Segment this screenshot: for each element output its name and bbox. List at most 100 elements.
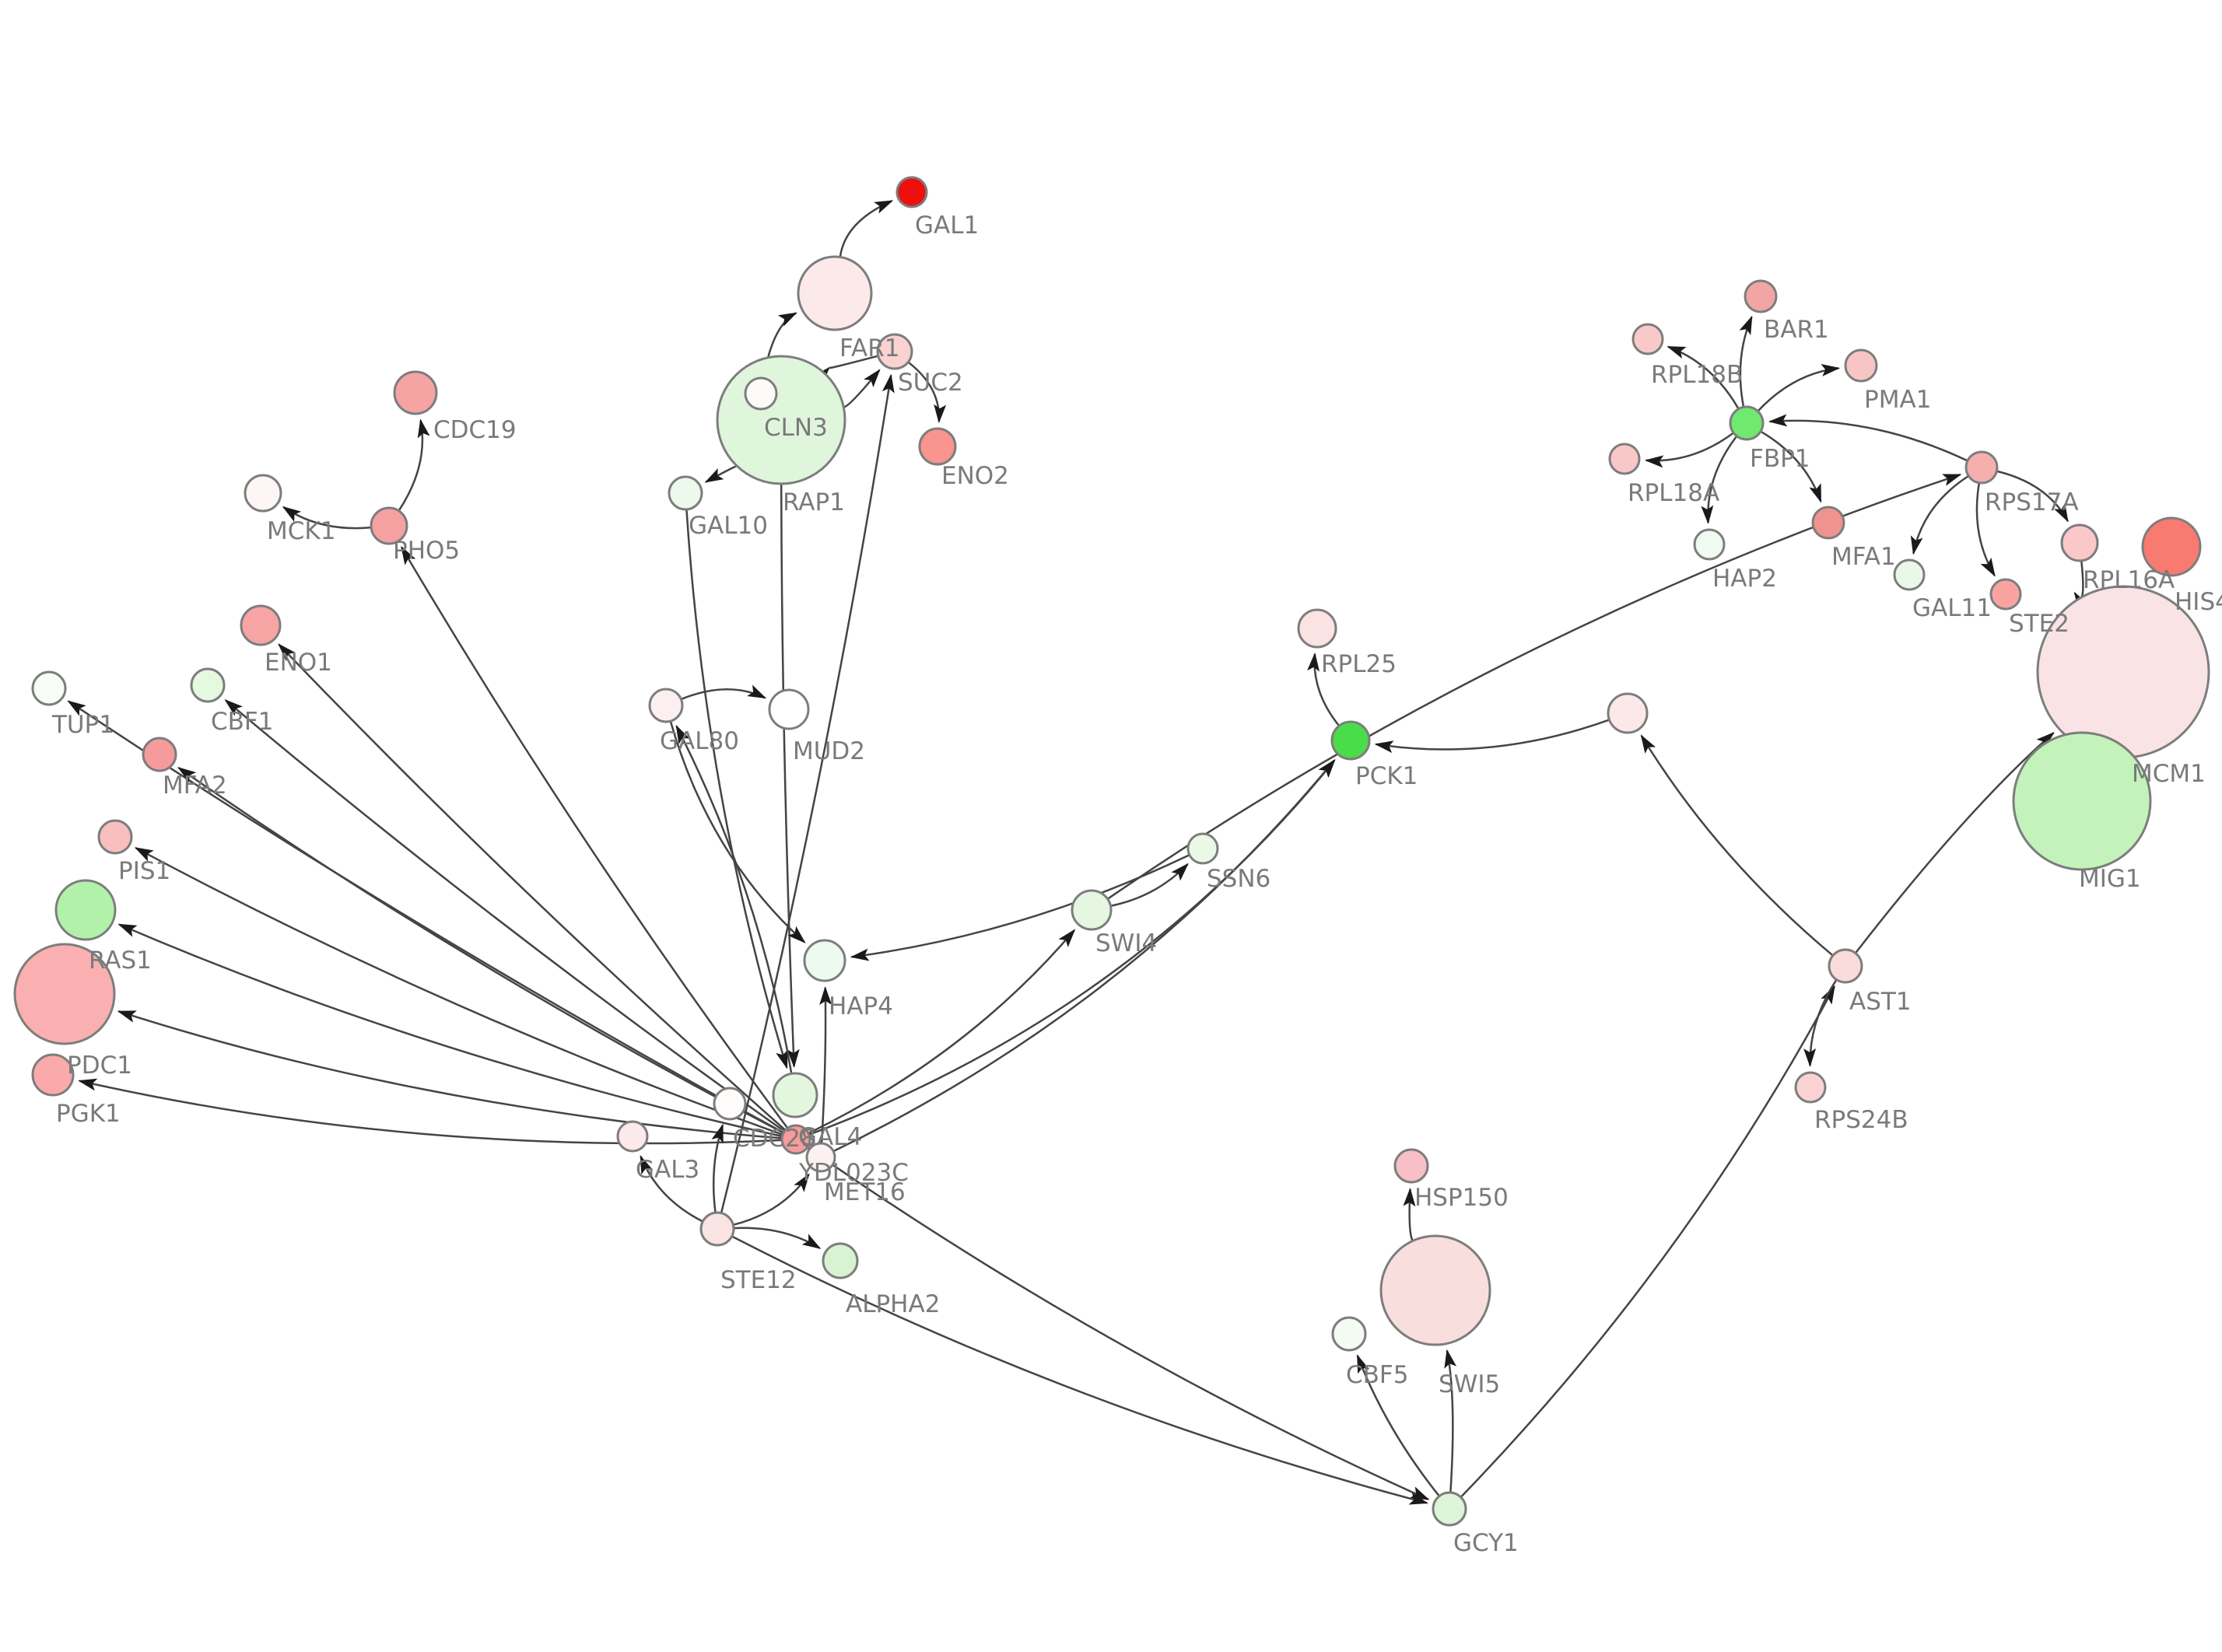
- edge-YDL023C-ENO1[interactable]: [278, 643, 786, 1131]
- edge-STE12-ALPHA2[interactable]: [734, 1227, 822, 1249]
- edge-GAL4-GAL80[interactable]: [675, 724, 793, 1073]
- edge-FBP1-HAP2[interactable]: [1701, 436, 1737, 524]
- node-SWI4[interactable]: [1071, 889, 1113, 931]
- edge-RAP1-GAL4[interactable]: [780, 484, 800, 1068]
- edge-YDL023C-TUP1[interactable]: [67, 700, 783, 1133]
- node-GAL4[interactable]: [772, 1072, 818, 1118]
- edge-YDL023C-PCK1[interactable]: [809, 759, 1336, 1136]
- node-TUP1[interactable]: [31, 670, 67, 706]
- edge-MET16-PCK1[interactable]: [833, 758, 1336, 1152]
- node-SSN6[interactable]: [1186, 832, 1219, 865]
- node-GAL3[interactable]: [616, 1120, 649, 1153]
- node-MET16[interactable]: [805, 1142, 836, 1173]
- edge-AST1-RPS24B[interactable]: [1803, 979, 1838, 1067]
- node-HAP2[interactable]: [1693, 528, 1726, 561]
- node-MFA2[interactable]: [142, 737, 177, 772]
- node-GAL1[interactable]: [895, 176, 928, 208]
- edge-YDL023C-SWI4[interactable]: [808, 929, 1076, 1134]
- edge-YDL023C-RAS1[interactable]: [117, 923, 782, 1138]
- node-MFA1[interactable]: [1811, 506, 1845, 540]
- edge-FAR1-GAL1[interactable]: [839, 200, 894, 257]
- node-HAP4[interactable]: [803, 939, 846, 982]
- edge-STE12-SUC2[interactable]: [720, 373, 895, 1213]
- edge-FBP1-RPL18B[interactable]: [1666, 345, 1740, 409]
- node-RPS17A[interactable]: [1964, 450, 1999, 485]
- edge-RPS17A-RPL16A[interactable]: [1997, 470, 2069, 523]
- edge-YDL023C-PGK1[interactable]: [78, 1078, 782, 1145]
- node-CBF5[interactable]: [1331, 1316, 1367, 1352]
- edge-SUC2-ENO2[interactable]: [908, 362, 947, 424]
- edge-GAL10-GAL4[interactable]: [685, 509, 788, 1069]
- node-FAR1[interactable]: [797, 255, 873, 331]
- node-NODE1[interactable]: [1607, 692, 1649, 734]
- node-PIS1[interactable]: [97, 819, 133, 855]
- edge-MET16-HAP4[interactable]: [819, 986, 832, 1143]
- edge-YDL023C-PHO5[interactable]: [401, 545, 788, 1129]
- node-RPL18B[interactable]: [1631, 323, 1664, 355]
- edge-GCY1-SWI5[interactable]: [1444, 1349, 1457, 1493]
- edge-GCY1-AST1[interactable]: [1460, 985, 1835, 1498]
- node-ENO2[interactable]: [918, 427, 957, 466]
- edge-YDL023C-PDC1[interactable]: [117, 1010, 782, 1139]
- node-STE12[interactable]: [699, 1211, 735, 1247]
- edge-FBP1-MFA1[interactable]: [1761, 431, 1822, 503]
- node-GAL11[interactable]: [1893, 558, 1926, 591]
- node-BAR1[interactable]: [1744, 279, 1778, 313]
- node-ENO1[interactable]: [240, 604, 282, 646]
- edge-RPS17A-GAL11[interactable]: [1910, 475, 1969, 555]
- node-PHO5[interactable]: [370, 506, 408, 545]
- node-MIG1[interactable]: [2012, 731, 2152, 871]
- edge-FBP1-BAR1[interactable]: [1739, 315, 1753, 407]
- node-PGK1[interactable]: [31, 1053, 75, 1097]
- edge-STE12-CDC28[interactable]: [711, 1123, 724, 1213]
- node-GCY1[interactable]: [1432, 1491, 1467, 1527]
- node-HIS4[interactable]: [2141, 516, 2202, 577]
- edge-RPS17A-FBP1[interactable]: [1768, 414, 1968, 462]
- node-PCK1[interactable]: [1330, 720, 1371, 761]
- node-PDC1[interactable]: [13, 943, 116, 1045]
- edge-RAP1-GAL10[interactable]: [704, 465, 738, 483]
- node-SWI5[interactable]: [1379, 1234, 1491, 1346]
- edge-GCY1-CBF5[interactable]: [1356, 1354, 1440, 1496]
- node-HSP150[interactable]: [1393, 1148, 1429, 1184]
- node-MCK1[interactable]: [244, 474, 282, 513]
- node-CDC28[interactable]: [713, 1087, 747, 1121]
- edge-STE12-GAL3[interactable]: [640, 1155, 703, 1223]
- edge-PHO5-MCK1[interactable]: [282, 506, 371, 530]
- node-AST1[interactable]: [1828, 948, 1863, 984]
- node-CDC19[interactable]: [393, 370, 438, 415]
- edge-RPS17A-STE2[interactable]: [1975, 483, 1996, 577]
- node-CBF1[interactable]: [190, 667, 226, 703]
- edge-STE12-MET16[interactable]: [733, 1173, 810, 1226]
- edge-FBP1-RPL18A[interactable]: [1644, 432, 1734, 468]
- edge-SWI4-SSN6[interactable]: [1111, 863, 1189, 907]
- node-RPS24B[interactable]: [1794, 1071, 1827, 1104]
- edge-RPL16A-MCM1[interactable]: [2073, 561, 2090, 611]
- edge-SWI5-HSP150[interactable]: [1403, 1188, 1416, 1241]
- edge-PCK1-RPL25[interactable]: [1307, 652, 1340, 726]
- node-GAL80[interactable]: [648, 688, 684, 723]
- edge-AST1-NODE1[interactable]: [1640, 734, 1833, 956]
- edge-GAL80-HAP4[interactable]: [669, 721, 806, 943]
- node-PMA1[interactable]: [1844, 348, 1878, 383]
- node-RAS1[interactable]: [54, 879, 117, 941]
- node-RPL25[interactable]: [1297, 608, 1337, 649]
- edge-STE12-GCY1[interactable]: [732, 1235, 1428, 1505]
- edge-NODE1-PCK1[interactable]: [1374, 719, 1609, 754]
- node-STE2[interactable]: [1989, 578, 2022, 611]
- edge-YDL023C-PIS1[interactable]: [134, 847, 783, 1136]
- node-RPL16A[interactable]: [2060, 523, 2099, 562]
- node-CLN3[interactable]: [744, 376, 778, 411]
- edge-PHO5-CDC19[interactable]: [398, 418, 430, 511]
- node-RPL18A[interactable]: [1608, 443, 1641, 475]
- edge-YDL023C-GCY1[interactable]: [807, 1146, 1430, 1500]
- edge-RAP1-SUC2[interactable]: [843, 369, 881, 408]
- edge-YDL023C-CBF1[interactable]: [224, 699, 785, 1132]
- node-YDL023C[interactable]: [780, 1124, 811, 1155]
- node-FBP1[interactable]: [1729, 405, 1765, 441]
- edge-FBP1-PMA1[interactable]: [1758, 364, 1841, 411]
- edge-YDL023C-MFA2[interactable]: [177, 766, 783, 1134]
- node-SUC2[interactable]: [876, 333, 913, 370]
- node-GAL10[interactable]: [668, 475, 703, 511]
- node-ALPHA2[interactable]: [822, 1242, 859, 1279]
